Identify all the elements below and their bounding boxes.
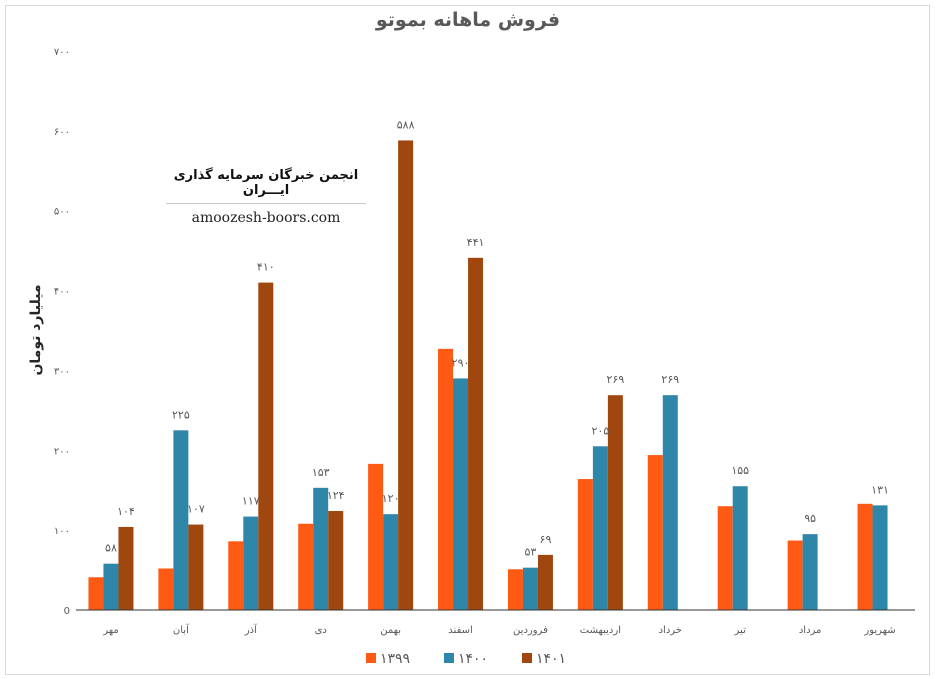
data-label: ۵۳ xyxy=(525,546,537,559)
bar xyxy=(398,140,414,610)
y-tick-label: ۴۰۰ xyxy=(54,287,70,298)
data-label: ۲۹۰ xyxy=(452,356,470,369)
bar xyxy=(577,479,593,610)
bar xyxy=(258,282,274,610)
watermark-url: amoozesh-boors.com xyxy=(191,210,341,226)
x-category-label: بهمن xyxy=(380,625,401,636)
x-category-label: اردیبهشت xyxy=(580,625,621,636)
bar xyxy=(592,446,608,610)
bar xyxy=(468,257,484,610)
data-label: ۱۵۵ xyxy=(731,464,749,477)
bar xyxy=(88,577,104,610)
legend-swatch xyxy=(522,653,532,663)
bar xyxy=(103,563,119,610)
bar xyxy=(802,534,818,610)
category-labels: مهر آبان آذر دی بهمن اسفند فروردین اردیبهشت خردا… xyxy=(102,623,895,636)
x-category-label: اسفند xyxy=(448,625,472,636)
bar xyxy=(522,567,538,610)
bar xyxy=(507,569,523,610)
data-label: ۹۵ xyxy=(804,512,816,525)
data-label: ۱۲۴ xyxy=(327,489,345,502)
y-tick-label: ۶۰۰ xyxy=(54,127,70,138)
data-label: ۲۶۹ xyxy=(607,373,625,386)
data-label: ۱۲۰ xyxy=(382,492,400,505)
bar xyxy=(647,455,663,610)
chart-frame xyxy=(5,5,930,675)
data-label: ۶۹ xyxy=(540,533,552,546)
x-category-label: آذر xyxy=(244,623,258,636)
bar xyxy=(717,506,733,610)
x-category-label: شهریور xyxy=(863,625,895,636)
bar xyxy=(607,395,623,610)
bar xyxy=(453,378,469,610)
bar xyxy=(537,554,553,610)
x-category-label: دی xyxy=(315,625,327,636)
bar xyxy=(383,514,399,610)
data-label: ۴۱۰ xyxy=(257,261,275,274)
bar xyxy=(173,430,189,610)
bar xyxy=(872,505,888,610)
data-label: ۴۴۱ xyxy=(467,236,485,249)
watermark: انجمن خبرگان سرمایه گذاری ایـــران amooz… xyxy=(166,168,366,226)
legend-label: ۱۳۹۹ xyxy=(380,651,410,667)
data-label: ۲۰۵ xyxy=(592,424,610,437)
x-category-label: خرداد xyxy=(659,625,682,636)
bar xyxy=(857,503,873,610)
x-category-label: فروردین xyxy=(513,625,548,636)
data-label: ۱۳۱ xyxy=(871,483,889,496)
data-label: ۲۶۹ xyxy=(661,373,679,386)
data-label: ۲۲۵ xyxy=(172,408,190,421)
y-tick-label: 0 xyxy=(64,606,70,617)
chart-title: فروش ماهانه بموتو xyxy=(375,9,560,31)
bar xyxy=(438,348,454,610)
data-label: ۱۰۴ xyxy=(117,505,135,518)
y-tick-label: ۳۰۰ xyxy=(54,366,70,377)
bar xyxy=(732,486,748,610)
x-category-label: مرداد xyxy=(799,625,822,636)
x-category-label: مهر xyxy=(102,625,118,636)
y-axis-ticks: 0 ۱۰۰ ۲۰۰ ۳۰۰ ۴۰۰ ۵۰۰ ۶۰۰ ۷۰۰ xyxy=(54,47,70,617)
data-label: ۱۰۷ xyxy=(187,503,205,516)
bars xyxy=(88,140,888,610)
watermark-title: انجمن خبرگان سرمایه گذاری ایـــران xyxy=(166,168,366,204)
y-tick-label: ۱۰۰ xyxy=(54,526,70,537)
data-label: ۵۸ xyxy=(105,542,117,555)
bar xyxy=(313,487,329,610)
bar xyxy=(243,516,259,610)
y-tick-label: ۷۰۰ xyxy=(54,47,70,58)
data-label: ۱۱۷ xyxy=(242,495,260,508)
legend-swatch xyxy=(366,653,376,663)
bar xyxy=(228,541,244,610)
y-tick-label: ۲۰۰ xyxy=(54,446,70,457)
bar xyxy=(662,395,678,610)
legend-label: ۱۴۰۱ xyxy=(536,651,566,667)
y-axis-label: میلیارد تومان xyxy=(28,284,44,375)
x-category-label: آبان xyxy=(173,623,190,636)
bar xyxy=(298,523,314,610)
bar xyxy=(158,568,174,610)
data-label: ۱۵۳ xyxy=(312,466,330,479)
bar xyxy=(188,524,204,610)
data-label: ۵۸۸ xyxy=(397,118,415,131)
bar xyxy=(787,540,803,610)
bar xyxy=(118,526,134,610)
legend-label: ۱۴۰۰ xyxy=(458,651,488,667)
legend-swatch xyxy=(444,653,454,663)
bar xyxy=(328,510,344,610)
bar xyxy=(368,463,384,610)
x-category-label: تیر xyxy=(734,625,747,636)
legend: ۱۳۹۹ ۱۴۰۰ ۱۴۰۱ xyxy=(366,651,566,667)
y-tick-label: ۵۰۰ xyxy=(54,207,70,218)
